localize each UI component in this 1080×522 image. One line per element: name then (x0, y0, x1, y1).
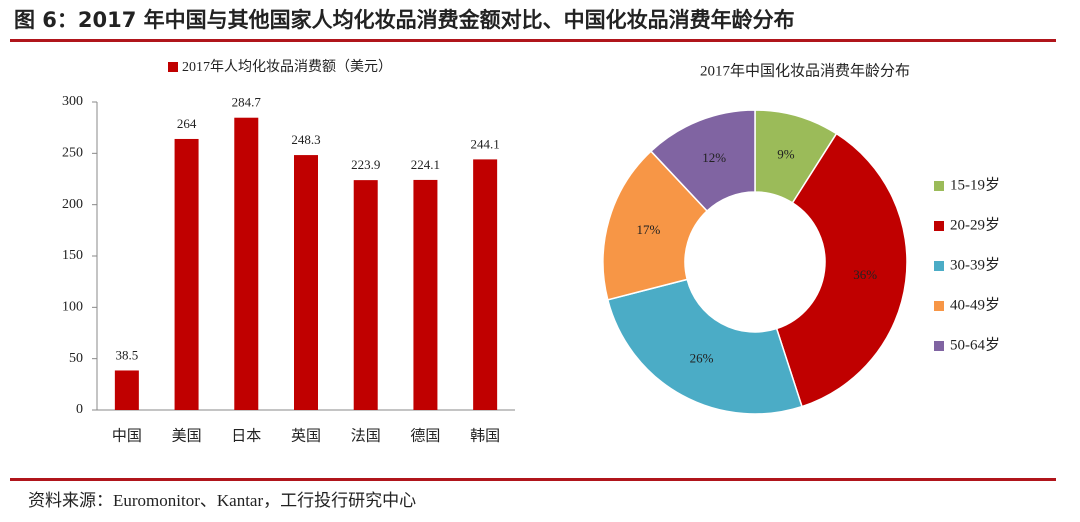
y-tick-label: 50 (69, 351, 83, 366)
bar (294, 155, 318, 410)
value-label: 38.5 (115, 347, 138, 362)
legend-label: 30-39岁 (950, 256, 1000, 273)
y-tick-label: 300 (62, 94, 83, 109)
x-tick-label: 美国 (172, 427, 202, 444)
y-tick-label: 200 (62, 197, 83, 212)
x-tick-label: 法国 (351, 427, 381, 444)
donut-slice (602, 150, 709, 301)
value-label: 264 (177, 116, 197, 131)
x-tick-label: 英国 (291, 426, 321, 444)
slice-label: 12% (702, 150, 726, 165)
x-tick-label: 德国 (410, 426, 440, 444)
value-label: 223.9 (351, 157, 380, 172)
legend-swatch (934, 341, 944, 351)
y-tick-label: 250 (62, 146, 83, 161)
slice-label: 36% (853, 267, 877, 282)
legend-label: 20-29岁 (950, 216, 1000, 233)
chart-title: 2017年中国化妆品消费年龄分布 (700, 62, 910, 79)
legend-label: 50-64岁 (950, 336, 1000, 353)
legend-swatch (934, 181, 944, 191)
value-label: 248.3 (291, 132, 320, 147)
x-tick-label: 中国 (112, 427, 142, 444)
source: 资料来源：Euromonitor、Kantar，工行投行研究中心 (28, 491, 416, 510)
value-label: 224.1 (411, 157, 440, 172)
bar (114, 370, 139, 410)
legend-label: 15-19岁 (950, 176, 1000, 193)
bar (473, 159, 498, 410)
bar (174, 138, 199, 410)
bar (353, 180, 378, 410)
value-label: 284.7 (232, 95, 262, 110)
donut-slice (649, 109, 756, 213)
source-rule (10, 478, 1056, 481)
y-tick-label: 0 (76, 402, 83, 417)
y-tick-label: 150 (62, 248, 83, 263)
legend-swatch (168, 62, 178, 72)
x-tick-label: 日本 (231, 427, 261, 444)
donut-slice (775, 132, 908, 408)
slice-label: 9% (777, 146, 795, 161)
value-label: 244.1 (471, 136, 500, 151)
figure-title: 图 6：2017 年中国与其他国家人均化妆品消费金额对比、中国化妆品消费年龄分布 (14, 8, 795, 32)
donut-slice (606, 278, 803, 415)
legend-swatch (934, 261, 944, 271)
bar (234, 117, 259, 410)
x-tick-label: 韩国 (470, 427, 500, 444)
slice-label: 17% (636, 222, 660, 237)
y-tick-label: 100 (62, 300, 83, 315)
title-rule (10, 39, 1056, 42)
legend-swatch (934, 301, 944, 311)
bar (413, 179, 438, 410)
legend-label: 2017年人均化妆品消费额（美元） (182, 59, 392, 75)
slice-label: 26% (690, 350, 714, 365)
legend-swatch (934, 221, 944, 231)
legend-label: 40-49岁 (950, 296, 1000, 313)
